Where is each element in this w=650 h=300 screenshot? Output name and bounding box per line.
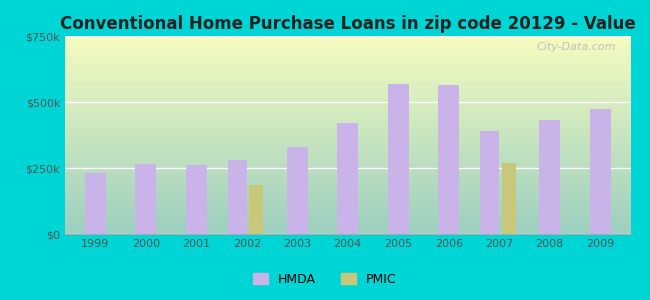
Bar [84, 173, 106, 234]
Bar [480, 131, 499, 234]
Title: Conventional Home Purchase Loans in zip code 20129 - Value: Conventional Home Purchase Loans in zip … [60, 15, 636, 33]
Bar [186, 165, 207, 234]
Bar [337, 123, 358, 234]
Bar [287, 147, 308, 234]
Bar [438, 85, 460, 234]
Text: City-Data.com: City-Data.com [537, 42, 616, 52]
Bar [250, 185, 263, 234]
Bar [539, 121, 560, 234]
Bar [387, 83, 409, 234]
Bar [135, 164, 157, 234]
Bar [227, 160, 247, 234]
Bar [502, 163, 516, 234]
Bar [590, 109, 611, 234]
Legend: HMDA, PMIC: HMDA, PMIC [248, 268, 402, 291]
